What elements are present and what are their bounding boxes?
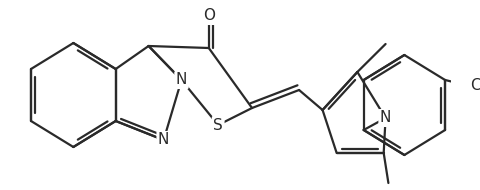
- Text: O: O: [203, 9, 215, 24]
- Text: N: N: [380, 111, 391, 126]
- Text: Cl: Cl: [469, 78, 480, 93]
- Text: N: N: [176, 73, 187, 88]
- Text: S: S: [213, 117, 223, 132]
- Text: N: N: [158, 132, 169, 147]
